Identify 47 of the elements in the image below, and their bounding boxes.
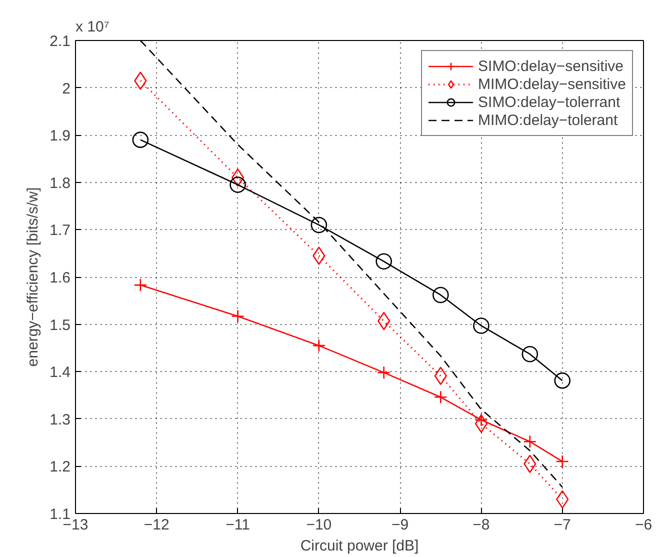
y-tick-label: 1.7	[50, 222, 71, 240]
y-tick-label: 1.4	[50, 364, 71, 382]
x-axis-title: Circuit power [dB]	[300, 538, 419, 554]
y-tick-label: 2	[62, 80, 70, 98]
point	[134, 278, 148, 292]
legend-label: MIMO:delay−tolerant	[478, 111, 618, 129]
x-tick-label: −6	[634, 516, 652, 534]
point	[377, 366, 390, 380]
point	[432, 286, 449, 304]
point	[524, 454, 536, 473]
x-tick-label: −10	[306, 516, 332, 534]
point	[132, 132, 149, 148]
y-tick-label: 1.3	[50, 411, 71, 428]
y-tick-label: 1.9	[50, 128, 71, 145]
y-axis-title: energy−efficiency [bits/s/w]	[24, 187, 42, 367]
y-tick-label: 1.8	[50, 174, 71, 192]
point	[310, 216, 328, 234]
point	[474, 414, 488, 433]
point	[523, 434, 537, 448]
y-tick-label: 1.6	[50, 270, 71, 286]
x-tick-label: −8	[472, 516, 490, 534]
point	[230, 176, 246, 193]
text: x 10⁷	[76, 18, 110, 36]
point	[231, 310, 244, 323]
point	[554, 372, 571, 389]
legend-label: SIMO:delay−sensitive	[478, 57, 624, 75]
legend-label: MIMO:delay−sensitive	[478, 75, 626, 93]
x-tick-label: −11	[226, 516, 250, 534]
point	[474, 413, 488, 426]
x-tick-label: −12	[144, 516, 170, 534]
point	[473, 318, 490, 334]
point	[312, 338, 326, 352]
point	[134, 72, 147, 90]
legend-label: SIMO:delay−tolerrant	[478, 93, 620, 111]
point	[522, 346, 538, 362]
y-tick-label: 1.5	[50, 316, 71, 334]
x-tick-label: −9	[392, 516, 409, 534]
x-tick-label: −7	[554, 516, 571, 534]
point	[312, 246, 326, 265]
y-tick-label: 1.2	[50, 458, 71, 476]
y-tick-label: 2.1	[50, 33, 71, 50]
point	[376, 253, 392, 270]
point	[231, 168, 244, 187]
point	[556, 454, 570, 468]
point	[556, 490, 569, 508]
y-tick-label: 1.1	[50, 506, 71, 523]
point	[434, 390, 448, 404]
